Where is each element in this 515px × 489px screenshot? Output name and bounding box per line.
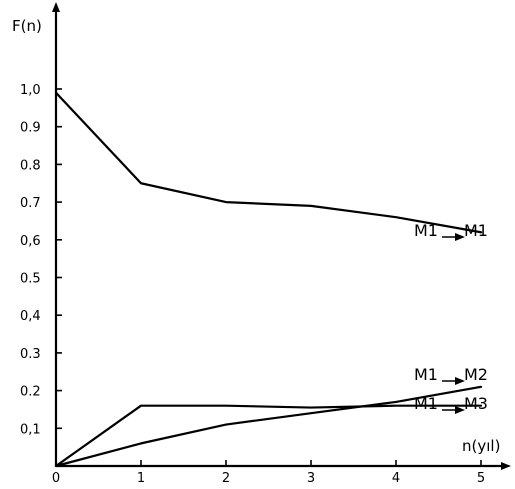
y-tick-label-0: 0,1 — [20, 422, 41, 437]
series-line-0 — [54, 91, 483, 234]
x-tick-label-4: 4 — [392, 471, 400, 486]
y-tick-label-8: 0.9 — [20, 121, 41, 136]
series-label-to-1: M2 — [464, 365, 488, 384]
y-tick-label-5: 0,6 — [20, 234, 41, 249]
x-tick-label-5: 5 — [477, 471, 485, 486]
series-label-from-1: M1 — [414, 365, 438, 384]
y-tick-label-7: 0.8 — [20, 158, 41, 173]
series-label-1: M1 M2 — [414, 365, 488, 385]
y-tick-label-3: 0,4 — [20, 309, 41, 324]
x-tick-label-3: 3 — [307, 471, 315, 486]
y-tick-label-9: 1,0 — [20, 83, 41, 98]
y-tick-label-2: 0.3 — [20, 347, 41, 362]
series-line-1 — [54, 385, 483, 468]
series-label-to-2: M3 — [464, 394, 488, 413]
y-tick-label-1: 0.2 — [20, 385, 41, 400]
series-label-from-0: M1 — [414, 221, 438, 240]
series-label-to-0: M1 — [464, 221, 488, 240]
series-label-from-2: M1 — [414, 394, 438, 413]
series-line-2 — [54, 404, 483, 468]
x-tick-label-1: 1 — [137, 471, 145, 486]
x-tick-label-2: 2 — [222, 471, 230, 486]
y-axis-title: F(n) — [12, 17, 42, 35]
y-tick-label-4: 0.5 — [20, 272, 41, 287]
series-labels: M1 M1 M1 M2 M1 M3 — [414, 221, 488, 414]
x-axis-title: n(yıl) — [462, 437, 500, 455]
series-group — [54, 91, 483, 468]
series-label-0: M1 M1 — [414, 221, 488, 241]
series-label-2: M1 M3 — [414, 394, 488, 414]
ticks: 0 1 2 3 4 5 0,1 0.2 0.3 0,4 0.5 0,6 0.7 0.8 0.9 1,0 — [20, 83, 485, 486]
x-tick-label-0: 0 — [52, 471, 60, 486]
y-tick-label-6: 0.7 — [20, 196, 41, 211]
